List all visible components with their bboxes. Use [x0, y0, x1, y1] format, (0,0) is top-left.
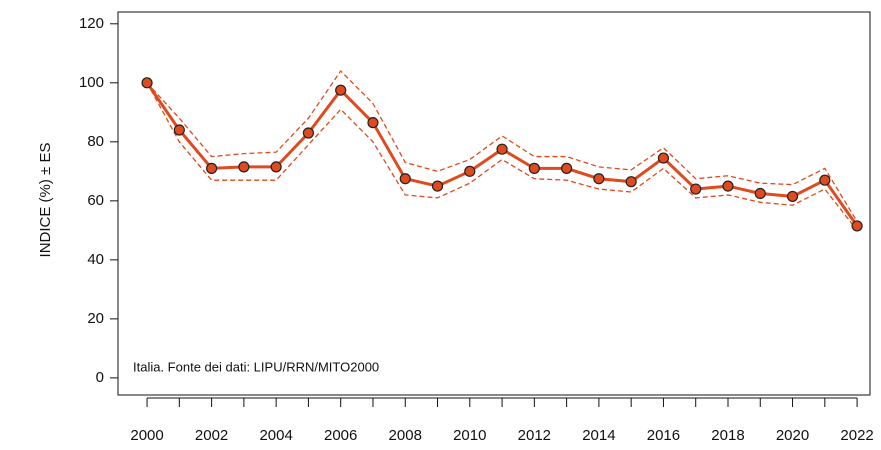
data-point [173, 124, 185, 136]
data-point [625, 176, 637, 188]
data-point [657, 152, 670, 164]
data-point [270, 161, 282, 173]
y-tick-label: 120 [79, 15, 104, 32]
data-point [238, 161, 250, 173]
data-point [205, 162, 218, 174]
data-point [819, 174, 831, 186]
data-point [302, 127, 315, 139]
data-point [786, 190, 799, 203]
y-axis-label: INDICE (%) ± ES [37, 143, 54, 258]
x-tick-label: 2012 [518, 427, 551, 444]
x-tick-label: 2008 [389, 427, 422, 444]
data-point [593, 173, 605, 185]
data-point [528, 162, 540, 174]
x-tick-label: 2010 [453, 427, 486, 444]
x-tick-label: 2002 [195, 427, 228, 444]
x-tick-label: 2016 [647, 427, 680, 444]
data-point [367, 117, 379, 129]
y-tick-label: 0 [96, 369, 104, 386]
x-tick-label: 2014 [582, 427, 615, 444]
data-point [464, 165, 476, 177]
data-point [431, 180, 444, 192]
data-point [754, 187, 766, 200]
data-point [561, 162, 573, 174]
plot-frame [117, 11, 871, 396]
data-point [690, 183, 702, 195]
x-tick-label: 2020 [776, 427, 809, 444]
y-tick-label: 60 [87, 192, 104, 209]
data-point [722, 180, 734, 192]
y-tick-label: 80 [87, 133, 104, 150]
x-tick-label: 2006 [324, 427, 357, 444]
x-tick-label: 2000 [130, 427, 163, 444]
y-tick-label: 20 [87, 310, 104, 327]
x-tick-label: 2004 [259, 427, 292, 444]
y-tick-label: 40 [87, 251, 104, 268]
x-tick-label: 2022 [840, 427, 873, 444]
y-tick-label: 100 [79, 74, 104, 91]
error-band-lower [146, 82, 858, 231]
data-point [496, 143, 508, 155]
annotation: Italia. Fonte dei dati: LIPU/RRN/MITO200… [133, 359, 379, 374]
data-point [141, 77, 153, 89]
data-point [851, 220, 863, 232]
x-tick-label: 2018 [711, 427, 744, 444]
data-point [399, 173, 411, 185]
data-point [335, 84, 347, 96]
